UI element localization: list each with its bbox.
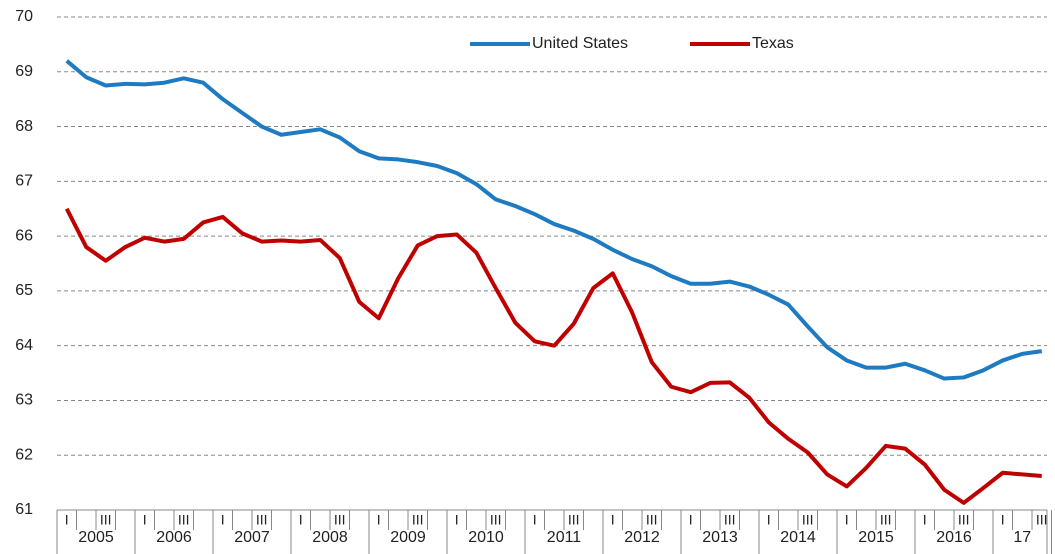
quarter-label: III [568, 512, 580, 528]
year-label: 17 [1013, 529, 1031, 546]
y-tick-label: 68 [15, 118, 33, 135]
year-label: 2015 [858, 529, 894, 546]
y-tick-label: 62 [15, 446, 33, 463]
quarter-label: I [221, 512, 225, 528]
y-tick-label: 64 [15, 337, 33, 354]
quarter-label: I [611, 512, 615, 528]
quarter-label: I [767, 512, 771, 528]
quarter-label: I [923, 512, 927, 528]
year-label: 2016 [936, 529, 972, 546]
quarter-label: III [724, 512, 736, 528]
quarter-label: III [646, 512, 658, 528]
year-label: 2014 [780, 529, 816, 546]
y-tick-label: 70 [15, 8, 33, 25]
quarter-label: I [143, 512, 147, 528]
quarter-label: I [299, 512, 303, 528]
quarter-label: I [1001, 512, 1005, 528]
quarter-label: I [845, 512, 849, 528]
quarter-label: I [455, 512, 459, 528]
year-label: 2012 [624, 529, 660, 546]
quarter-label: III [880, 512, 892, 528]
legend-label: United States [532, 35, 628, 52]
quarter-label: III [958, 512, 970, 528]
quarter-label: III [802, 512, 814, 528]
quarter-label: I [65, 512, 69, 528]
year-label: 2006 [156, 529, 192, 546]
quarter-label: III [100, 512, 112, 528]
y-tick-label: 67 [15, 173, 33, 190]
quarter-label: III [412, 512, 424, 528]
y-tick-label: 69 [15, 63, 33, 80]
series-line [65, 59, 1043, 381]
quarter-label: III [256, 512, 268, 528]
year-label: 2009 [390, 529, 426, 546]
year-label: 2007 [234, 529, 270, 546]
y-tick-label: 63 [15, 392, 33, 409]
series-line [64, 207, 1042, 505]
year-label: 2005 [78, 529, 114, 546]
y-tick-label: 65 [15, 282, 33, 299]
quarter-label: III [334, 512, 346, 528]
quarter-label: I [689, 512, 693, 528]
y-tick-label: 66 [15, 227, 33, 244]
quarter-label: III [490, 512, 502, 528]
year-label: 2011 [547, 529, 582, 546]
year-label: 2010 [468, 529, 504, 546]
quarter-label: I [533, 512, 537, 528]
quarter-label: III [178, 512, 190, 528]
year-label: 2013 [702, 529, 738, 546]
legend-label: Texas [752, 35, 794, 52]
quarter-label: III [1036, 512, 1048, 528]
y-tick-label: 61 [15, 501, 33, 518]
quarter-label: I [377, 512, 381, 528]
year-label: 2008 [312, 529, 348, 546]
